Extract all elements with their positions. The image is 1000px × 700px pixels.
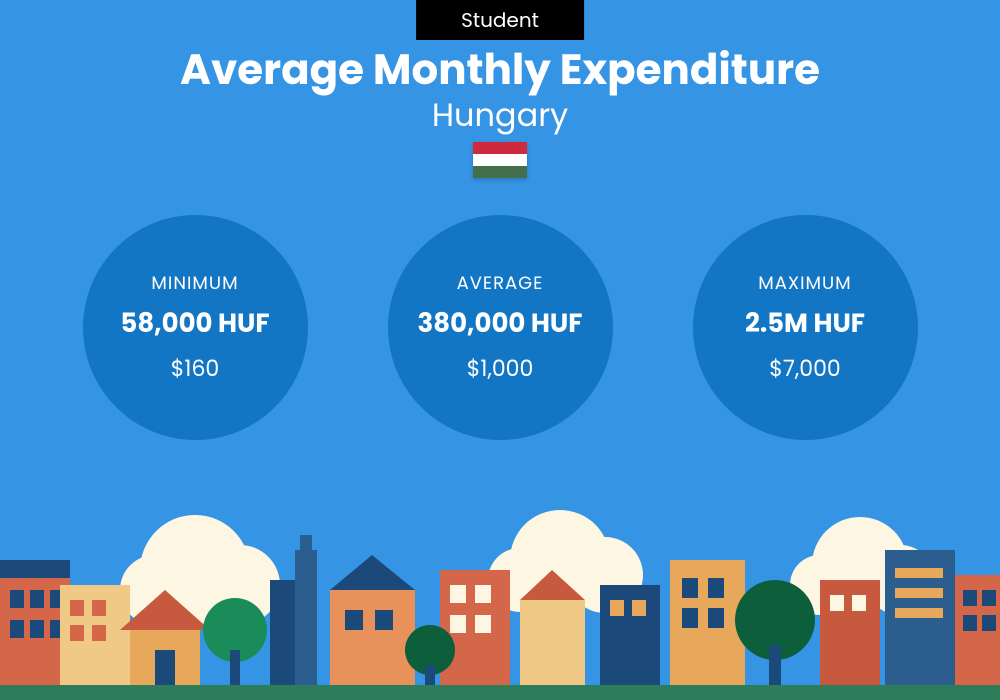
stat-label: MINIMUM [151,270,238,297]
flag-stripe-2 [473,154,527,166]
stat-amount: 2.5M HUF [745,305,865,344]
stat-circles-row: MINIMUM 58,000 HUF $160 AVERAGE 380,000 … [0,215,1000,440]
stat-usd: $1,000 [467,352,534,385]
cityscape-illustration [0,490,1000,700]
flag-icon [473,142,527,178]
stat-usd: $160 [171,352,220,385]
stat-circle-minimum: MINIMUM 58,000 HUF $160 [83,215,308,440]
country-subtitle: Hungary [0,92,1000,140]
flag-stripe-3 [473,166,527,178]
stat-label: AVERAGE [457,270,544,297]
ground-icon [0,685,1000,700]
category-badge: Student [416,0,584,40]
stat-label: MAXIMUM [758,270,851,297]
stat-amount: 380,000 HUF [418,305,583,344]
stat-usd: $7,000 [769,352,841,385]
stat-circle-maximum: MAXIMUM 2.5M HUF $7,000 [693,215,918,440]
stat-amount: 58,000 HUF [120,305,269,344]
badge-text: Student [461,6,539,34]
stat-circle-average: AVERAGE 380,000 HUF $1,000 [388,215,613,440]
flag-stripe-1 [473,142,527,154]
